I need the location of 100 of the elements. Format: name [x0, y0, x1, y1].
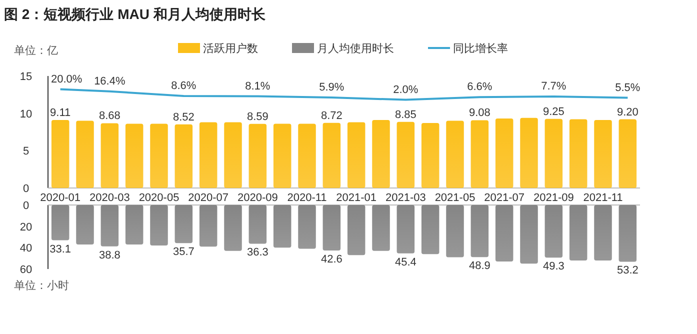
- y-tick-label: 60: [20, 264, 32, 276]
- bar: [470, 120, 489, 188]
- bar: [76, 205, 94, 244]
- x-tick-label: 2021-05: [434, 192, 476, 204]
- bar: [520, 118, 538, 188]
- bar: [544, 205, 563, 258]
- bar: [446, 120, 464, 188]
- bar: [199, 122, 218, 188]
- bar: [273, 124, 292, 188]
- y-tick-label: 10: [20, 108, 32, 120]
- bar: [298, 124, 316, 188]
- y-tick-label: 5: [22, 146, 30, 158]
- bar: [174, 124, 193, 188]
- data-label: 8.68: [98, 110, 120, 122]
- data-label: 9.25: [542, 106, 564, 118]
- x-tick-label: 2020-03: [89, 192, 130, 204]
- x-tick-label: 2021-03: [385, 192, 426, 204]
- bar: [618, 205, 637, 262]
- chart-title: 图 2：短视频行业 MAU 和月人均使用时长: [4, 6, 266, 22]
- bar: [569, 119, 588, 188]
- data-label: 49.3: [542, 260, 564, 273]
- bar: [569, 205, 588, 260]
- data-label: 8.59: [246, 110, 268, 123]
- y-tick-label: 20: [20, 221, 32, 234]
- y-tick-label: 40: [20, 242, 32, 255]
- bar: [544, 118, 563, 188]
- bar: [594, 120, 612, 188]
- x-tick-label: 2021-01: [336, 192, 377, 204]
- data-label: 16.4%: [94, 75, 126, 88]
- data-label: 9.11: [50, 106, 71, 119]
- data-label: 38.8: [98, 249, 120, 262]
- bar: [421, 123, 440, 188]
- data-label: 48.9: [468, 260, 490, 272]
- data-label: 7.7%: [541, 80, 566, 92]
- bar: [100, 123, 119, 188]
- bar: [347, 122, 366, 188]
- x-tick-label: 2021-07: [484, 192, 525, 204]
- text: 月人均使用时长: [317, 43, 394, 55]
- x-tick-label: 2020-05: [138, 192, 180, 204]
- bar: [150, 124, 168, 188]
- data-label: 33.1: [50, 243, 72, 256]
- bar: [372, 205, 390, 251]
- bar: [495, 205, 514, 262]
- bar: [298, 205, 316, 249]
- bar: [470, 205, 489, 258]
- bar: [248, 124, 267, 188]
- data-label: 20.0%: [51, 73, 82, 86]
- data-label: 5.9%: [319, 82, 344, 94]
- y-tick-label: 0: [22, 200, 30, 212]
- bar: [322, 122, 341, 188]
- data-label: 35.7: [172, 246, 194, 258]
- data-label: 8.52: [172, 111, 194, 124]
- x-tick-label: 2020-09: [237, 192, 278, 204]
- bar: [446, 205, 464, 258]
- bar: [396, 205, 415, 254]
- data-label: 8.1%: [245, 80, 270, 92]
- y-axis-title: 单位：小时: [14, 279, 69, 292]
- data-label: 36.3: [246, 246, 268, 259]
- data-label: 6.6%: [467, 81, 492, 94]
- bar: [372, 120, 390, 188]
- legend-label: 活跃用户数: [203, 42, 258, 55]
- bar: [150, 205, 168, 246]
- data-label: 9.20: [616, 106, 638, 118]
- data-label: 45.4: [394, 256, 416, 268]
- data-label: 8.6%: [171, 80, 196, 92]
- data-label: 8.85: [394, 108, 416, 121]
- y-tick-label: 0: [22, 183, 30, 195]
- bar: [199, 205, 218, 247]
- data-label: 53.2: [616, 264, 638, 277]
- legend-label: 同比增长率: [453, 42, 508, 55]
- bar: [51, 205, 70, 240]
- bar: [495, 118, 514, 188]
- x-tick-label: 2021-11: [583, 192, 623, 204]
- x-tick-label: 2021-09: [533, 192, 574, 204]
- bar: [421, 205, 440, 254]
- bar: [224, 122, 242, 188]
- bar: [51, 120, 70, 188]
- bar: [100, 205, 119, 246]
- bar: [125, 124, 144, 188]
- y-tick-label: 15: [20, 71, 32, 83]
- bar: [396, 122, 415, 188]
- data-label: 2.0%: [393, 84, 418, 96]
- bar: [594, 205, 612, 260]
- x-tick-label: 2020-11: [287, 192, 327, 204]
- bar: [347, 205, 366, 256]
- x-tick-label: 2020-07: [188, 192, 229, 204]
- data-label: 8.72: [320, 110, 342, 122]
- data-label: 9.08: [468, 107, 490, 120]
- bar: [174, 205, 193, 244]
- bar: [322, 205, 341, 250]
- x-tick-label: 2020-01: [40, 192, 81, 204]
- bar: [273, 205, 292, 248]
- bar: [224, 205, 242, 251]
- bar: [125, 205, 144, 244]
- bar: [76, 120, 94, 188]
- bar: [520, 205, 538, 264]
- data-label: 42.6: [320, 253, 342, 266]
- y-axis-title: 单位：亿: [14, 44, 58, 57]
- data-label: 5.5%: [615, 82, 640, 94]
- bar: [248, 205, 267, 244]
